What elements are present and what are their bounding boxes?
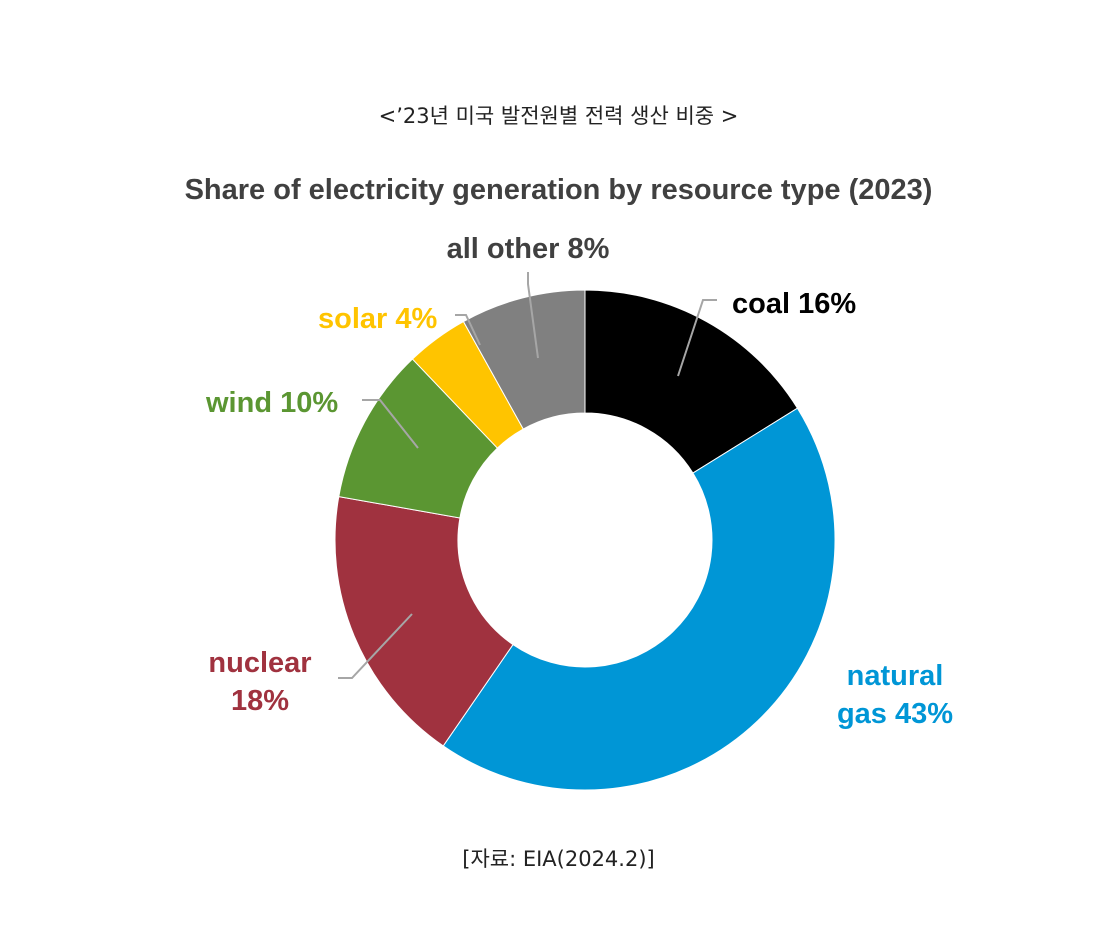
leader-line-solar bbox=[455, 314, 481, 346]
label-line: natural bbox=[847, 660, 944, 692]
slice-natural-gas bbox=[442, 407, 836, 791]
label-nuclear: nuclear 18% bbox=[208, 647, 311, 717]
label-wind: wind 10% bbox=[205, 387, 338, 419]
leader-line-coal bbox=[677, 299, 717, 377]
slice-coal bbox=[584, 289, 799, 474]
label-natural-gas: natural gas 43% bbox=[837, 660, 953, 730]
leader-line-all-other bbox=[527, 272, 539, 359]
label-line: wind 10% bbox=[205, 387, 338, 419]
slice-nuclear bbox=[334, 496, 514, 747]
korean-caption-title: <’23년 미국 발전원별 전력 생산 비중 > bbox=[378, 104, 739, 128]
label-line: all other 8% bbox=[447, 233, 610, 265]
slice-all-other bbox=[462, 289, 586, 430]
label-line: solar 4% bbox=[318, 303, 437, 335]
label-coal: coal 16% bbox=[732, 288, 856, 320]
leader-line-nuclear bbox=[338, 613, 413, 679]
label-solar: solar 4% bbox=[318, 303, 437, 335]
label-line: gas 43% bbox=[837, 698, 953, 730]
label-line: coal 16% bbox=[732, 288, 856, 320]
label-line: nuclear bbox=[208, 647, 311, 679]
source-caption: [자료: EIA(2024.2)] bbox=[462, 847, 655, 871]
chart-title: Share of electricity generation by resou… bbox=[184, 174, 933, 206]
label-line: 18% bbox=[231, 685, 289, 717]
leader-line-wind bbox=[362, 399, 419, 449]
label-all-other: all other 8% bbox=[447, 233, 610, 265]
